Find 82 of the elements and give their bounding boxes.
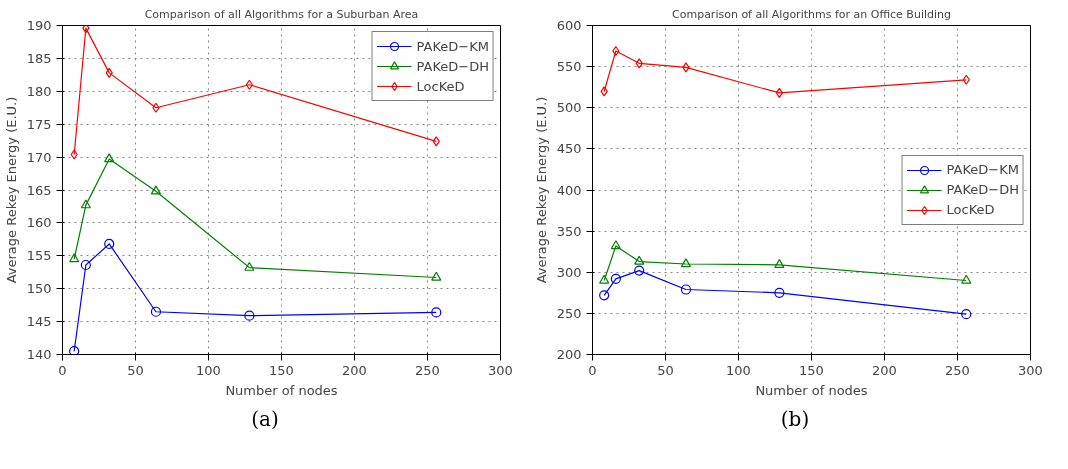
point — [682, 62, 690, 73]
y-tick-label: 450 — [556, 141, 582, 157]
point — [245, 79, 253, 90]
x-tick-label: 300 — [1018, 362, 1043, 378]
point — [152, 102, 160, 113]
point — [610, 240, 621, 250]
point — [69, 253, 80, 263]
point — [150, 185, 162, 195]
point — [962, 74, 970, 85]
x-tick-label: 0 — [588, 362, 597, 378]
x-tick-label: 150 — [799, 362, 824, 378]
y-tick-label: 190 — [26, 18, 52, 33]
chart-title: Comparison of all Algorithms for a Suburban Area — [144, 7, 419, 21]
x-axis-title: Number of nodes — [225, 382, 338, 398]
point — [599, 274, 610, 284]
point — [431, 307, 442, 318]
legend-label: PAKeD−KM — [416, 38, 489, 54]
legend-label: PAKeD−DH — [416, 58, 489, 74]
y-tick-label: 550 — [556, 59, 582, 75]
x-tick-label: 200 — [872, 362, 897, 378]
x-tick-label: 50 — [127, 362, 144, 378]
x-tick-label: 50 — [657, 362, 674, 378]
legend-label: PAKeD−KM — [946, 162, 1019, 177]
point — [961, 274, 972, 284]
point — [634, 255, 645, 265]
point — [244, 310, 255, 321]
text: (a) — [251, 406, 279, 433]
y-tick-label: 160 — [26, 215, 52, 231]
y-tick-label: 140 — [26, 347, 52, 362]
point — [69, 346, 80, 355]
y-tick-label: 175 — [26, 116, 52, 132]
point — [610, 273, 621, 284]
x-tick-label: 200 — [342, 362, 367, 378]
y-tick-label: 500 — [556, 100, 582, 116]
y-tick-label: 150 — [26, 281, 52, 297]
x-tick-label: 100 — [726, 362, 751, 378]
legend-label: LocKeD — [416, 78, 465, 94]
x-tick-label: 100 — [196, 362, 221, 378]
x-tick-label: 300 — [488, 362, 513, 378]
point — [104, 238, 115, 250]
point — [104, 153, 115, 163]
legend-label: LocKeD — [946, 202, 995, 217]
y-tick-label: 200 — [556, 347, 582, 362]
y-axis-title: Average Rekey Energy (E.U.) — [533, 96, 549, 284]
text: (b) — [780, 406, 810, 433]
x-tick-label: 250 — [945, 362, 970, 378]
y-tick-label: 155 — [26, 248, 52, 264]
point — [432, 136, 440, 147]
y-tick-label: 300 — [556, 264, 582, 280]
legend-label: PAKeD−DH — [946, 182, 1019, 197]
y-tick-label: 170 — [26, 149, 52, 165]
point — [80, 199, 91, 209]
point — [150, 306, 162, 317]
point — [635, 58, 643, 69]
point — [680, 284, 692, 295]
point — [599, 290, 610, 301]
point — [774, 259, 785, 269]
x-tick-label: 0 — [58, 362, 67, 378]
x-tick-label: 150 — [269, 362, 294, 378]
point — [634, 265, 645, 276]
point — [244, 261, 255, 271]
y-tick-label: 600 — [556, 18, 582, 33]
y-tick-label: 165 — [26, 182, 52, 198]
point — [774, 287, 785, 298]
point — [961, 309, 972, 320]
y-tick-label: 185 — [26, 50, 52, 66]
point — [82, 25, 90, 34]
chart-title: Comparison of all Algorithms for an Office Building — [672, 7, 951, 21]
y-tick-label: 400 — [556, 182, 582, 198]
y-tick-label: 350 — [556, 223, 582, 239]
x-axis-title: Number of nodes — [755, 382, 868, 398]
point — [105, 67, 113, 78]
x-tick-label: 250 — [415, 362, 440, 378]
y-axis-title: Average Rekey Energy (E.U.) — [3, 96, 19, 284]
point — [80, 259, 91, 271]
point — [431, 271, 442, 281]
y-tick-label: 180 — [26, 83, 52, 99]
y-tick-label: 250 — [556, 305, 582, 321]
point — [70, 149, 78, 160]
point — [680, 258, 692, 268]
y-tick-label: 145 — [26, 314, 52, 330]
point — [600, 86, 608, 97]
